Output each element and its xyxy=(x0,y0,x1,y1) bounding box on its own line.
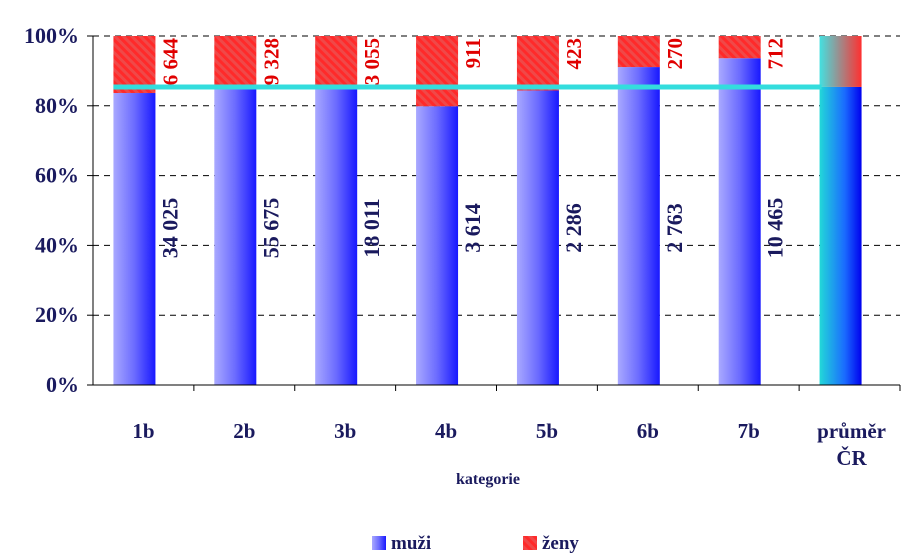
bar-men-průměr-ČR xyxy=(819,86,862,385)
bar-women-průměr-ČR xyxy=(819,36,862,87)
x-tick-label: 1b xyxy=(132,419,154,443)
data-label-women: 3 055 xyxy=(360,38,384,85)
x-tick-label: průměr xyxy=(817,419,886,443)
y-tick-label: 20% xyxy=(35,302,79,327)
bar-men-3b xyxy=(315,86,358,385)
data-label-women: 423 xyxy=(562,38,586,70)
data-label-women: 6 644 xyxy=(158,38,182,86)
bar-women-4b xyxy=(416,36,459,107)
x-tick-label: 7b xyxy=(738,419,760,443)
data-label-men: 55 675 xyxy=(258,198,283,259)
bar-men-6b xyxy=(617,67,660,386)
x-tick-label: 5b xyxy=(536,419,558,443)
bar-men-1b xyxy=(113,93,156,385)
x-tick-label: 3b xyxy=(334,419,356,443)
legend-label-zeny: ženy xyxy=(542,533,579,554)
y-tick-label: 60% xyxy=(35,163,79,188)
data-label-women: 911 xyxy=(461,38,485,68)
data-label-men: 2 286 xyxy=(561,203,586,253)
bar-women-3b xyxy=(315,36,358,87)
bar-women-6b xyxy=(617,36,660,68)
bar-women-7b xyxy=(718,36,761,59)
axes: 0% 20% 40% 60% 80% 100% 1b 2b 3b 4b 5b 6b 7b průměr ČR xyxy=(24,23,901,470)
data-labels: 34 025 6 644 55 675 9 328 18 011 3 055 3 614 91… xyxy=(157,38,787,259)
x-tick-label: ČR xyxy=(836,446,867,470)
y-tick-label: 80% xyxy=(35,93,79,118)
data-label-women: 9 328 xyxy=(259,38,283,85)
legend-swatch-zeny xyxy=(523,536,537,550)
legend-swatch-muzi xyxy=(372,536,386,550)
x-tick-label: 2b xyxy=(233,419,255,443)
bar-men-4b xyxy=(416,106,459,386)
legend: muži ženy xyxy=(372,533,579,554)
data-label-men: 34 025 xyxy=(157,198,182,259)
bar-men-7b xyxy=(718,58,761,385)
bars xyxy=(113,36,862,386)
data-label-women: 270 xyxy=(663,38,687,70)
x-tick-label: 6b xyxy=(637,419,659,443)
bar-women-2b xyxy=(214,36,257,87)
data-label-women: 712 xyxy=(764,38,788,70)
y-tick-label: 40% xyxy=(35,232,79,257)
bar-men-5b xyxy=(516,90,559,385)
x-axis-title: kategorie xyxy=(456,471,520,488)
gridlines xyxy=(93,35,900,316)
bar-women-5b xyxy=(516,36,559,91)
bar-men-2b xyxy=(214,86,257,385)
bar-women-1b xyxy=(113,36,156,94)
legend-label-muzi: muži xyxy=(391,533,431,554)
data-label-men: 18 011 xyxy=(359,198,384,257)
x-tick-label: 4b xyxy=(435,419,457,443)
y-tick-label: 100% xyxy=(24,23,79,48)
data-label-men: 2 763 xyxy=(662,203,687,253)
y-tick-label: 0% xyxy=(46,372,79,397)
data-label-men: 10 465 xyxy=(763,198,788,259)
data-label-men: 3 614 xyxy=(460,203,485,253)
